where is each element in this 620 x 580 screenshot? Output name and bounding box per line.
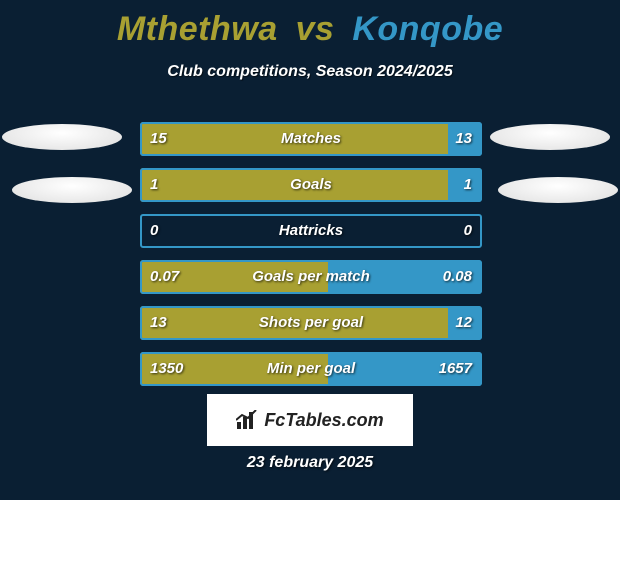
logo-box: FcTables.com <box>207 394 413 446</box>
club-logo-disc <box>490 124 610 150</box>
stat-value-right: 1 <box>464 168 472 202</box>
player1-name: Mthethwa <box>117 10 278 48</box>
club-logo-disc <box>498 177 618 203</box>
logo-text: FcTables.com <box>264 410 383 431</box>
club-logo-disc <box>12 177 132 203</box>
comparison-card: Mthethwa vs Konqobe Club competitions, S… <box>0 0 620 500</box>
stat-row: 1350Min per goal1657 <box>140 352 482 386</box>
stat-label: Goals <box>140 168 482 202</box>
logo-icon <box>236 410 258 430</box>
stat-value-right: 12 <box>455 306 472 340</box>
date-text: 23 february 2025 <box>0 454 620 472</box>
stat-value-right: 13 <box>455 122 472 156</box>
stat-label: Goals per match <box>140 260 482 294</box>
title: Mthethwa vs Konqobe <box>0 0 620 49</box>
club-logo-disc <box>2 124 122 150</box>
player2-name: Konqobe <box>352 10 503 48</box>
stat-value-right: 0.08 <box>443 260 472 294</box>
stat-rows: 15Matches13 1Goals1 0Hattricks0 0.07Goals p… <box>140 122 482 398</box>
stat-label: Shots per goal <box>140 306 482 340</box>
stat-label: Matches <box>140 122 482 156</box>
stat-label: Hattricks <box>140 214 482 248</box>
stat-label: Min per goal <box>140 352 482 386</box>
stat-row: 13Shots per goal12 <box>140 306 482 340</box>
subtitle: Club competitions, Season 2024/2025 <box>0 63 620 81</box>
stat-value-right: 1657 <box>439 352 472 386</box>
stat-row: 0.07Goals per match0.08 <box>140 260 482 294</box>
vs-text: vs <box>296 10 335 48</box>
stat-row: 0Hattricks0 <box>140 214 482 248</box>
stat-row: 15Matches13 <box>140 122 482 156</box>
stat-value-right: 0 <box>464 214 472 248</box>
stat-row: 1Goals1 <box>140 168 482 202</box>
